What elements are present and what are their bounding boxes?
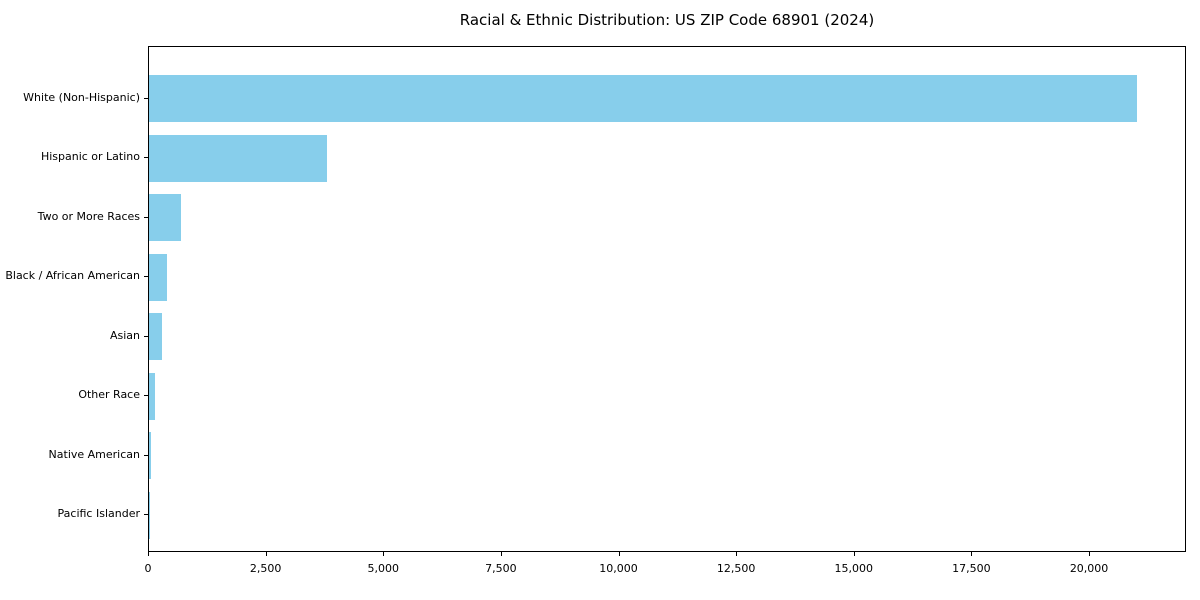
x-tick-label: 5,000 <box>367 562 400 575</box>
x-tick-mark <box>971 552 973 556</box>
x-tick-mark <box>148 552 149 556</box>
x-tick-label: 0 <box>144 562 152 575</box>
x-tick-mark <box>618 552 620 556</box>
x-tick-label: 17,500 <box>952 562 991 575</box>
x-tick-label: 15,000 <box>834 562 874 575</box>
x-tick-mark <box>1089 552 1091 556</box>
plot-area <box>148 46 1186 552</box>
y-tick-label: Asian <box>109 328 140 342</box>
x-tick-label: 12,500 <box>716 562 756 575</box>
x-tick-label: 20,000 <box>1069 562 1109 575</box>
y-tick-mark <box>144 276 148 278</box>
y-tick-label: Two or More Races <box>37 209 140 223</box>
y-tick-label: Pacific Islander <box>57 507 140 521</box>
x-tick-mark <box>383 552 385 556</box>
y-tick-mark <box>144 395 148 397</box>
bar-hispanic-or-latino <box>149 134 328 182</box>
x-tick-label: 7,500 <box>485 562 517 575</box>
chart-title: Racial & Ethnic Distribution: US ZIP Cod… <box>459 11 875 29</box>
y-tick-mark <box>144 514 148 516</box>
y-tick-mark <box>144 97 148 99</box>
y-tick-label: Native American <box>48 447 140 461</box>
y-tick-mark <box>144 335 148 337</box>
bar-white-non-hispanic <box>149 75 1138 122</box>
x-tick-label: 10,000 <box>599 562 638 575</box>
bar-asian <box>149 313 163 361</box>
y-tick-label: Hispanic or Latino <box>40 150 140 164</box>
y-tick-mark <box>144 216 148 218</box>
y-tick-mark <box>144 157 148 159</box>
bar-other-race <box>149 372 155 420</box>
y-tick-label: Black / African American <box>5 269 140 283</box>
y-tick-label: Other Race <box>78 388 140 402</box>
bar-black-african-american <box>149 253 167 301</box>
x-tick-label: 2,500 <box>249 562 282 575</box>
x-tick-mark <box>736 552 738 556</box>
x-tick-mark <box>853 552 855 556</box>
bar-native-american <box>149 432 152 480</box>
y-tick-mark <box>144 454 148 456</box>
x-tick-mark <box>265 552 267 556</box>
bar-two-or-more-races <box>149 194 181 242</box>
y-tick-label: White (Non-Hispanic) <box>23 90 140 104</box>
x-tick-mark <box>500 552 502 556</box>
